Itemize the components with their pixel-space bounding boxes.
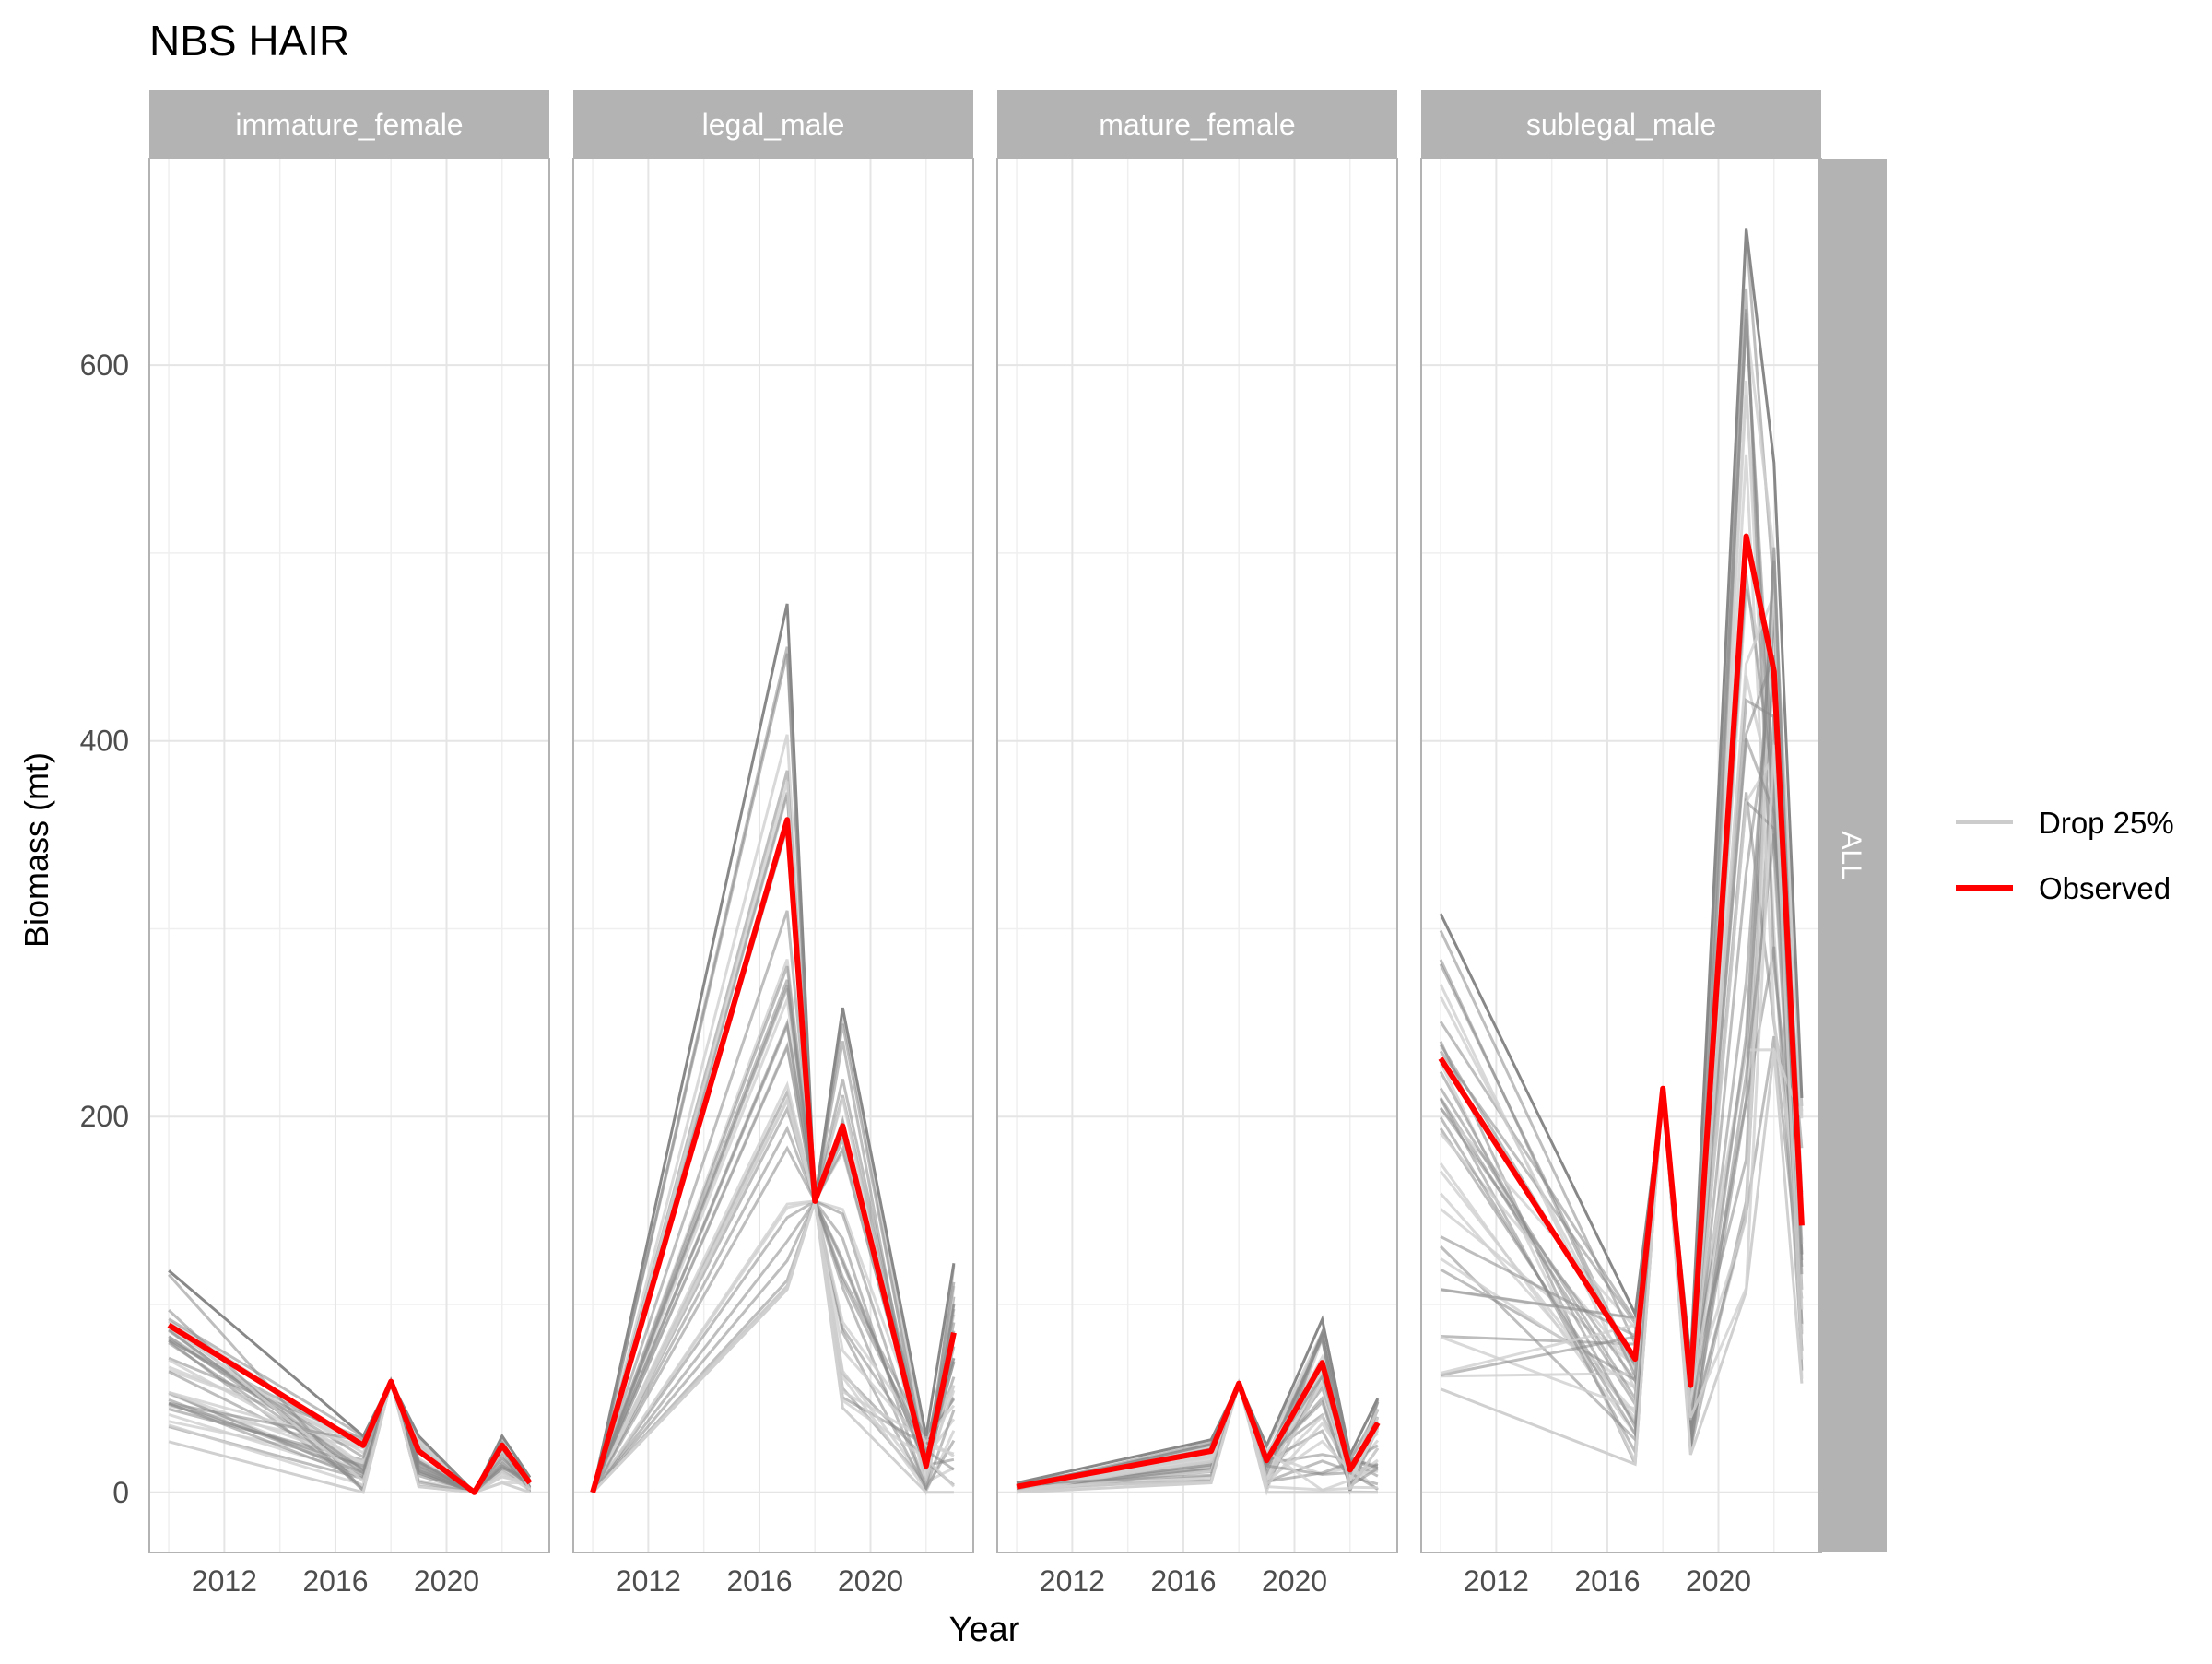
x-tick-label: 2016: [302, 1564, 368, 1598]
legend: Drop 25% Observed: [1956, 806, 2174, 905]
x-tick-label: 2012: [1040, 1564, 1105, 1598]
panel-strip: [1421, 90, 1821, 159]
x-axis-label: Year: [949, 1611, 1020, 1649]
legend-label-observed: Observed: [2039, 871, 2171, 905]
x-tick-label: 2012: [192, 1564, 257, 1598]
panel-strip: [997, 90, 1397, 159]
drop-25-line: [591, 979, 955, 1493]
x-tick-label: 2016: [1574, 1564, 1640, 1598]
panel-border: [572, 158, 974, 1553]
drop-25-line: [591, 1198, 956, 1493]
panel-strip-label: sublegal_male: [1526, 108, 1716, 141]
panel-mature_female: mature_female 2012 2016 2020: [996, 90, 1398, 1598]
chart-title: NBS HAIR: [149, 17, 349, 65]
y-axis-label: Biomass (mt): [18, 752, 55, 948]
row-strip: ALL: [1818, 159, 1887, 1552]
x-tick-label: 2012: [1464, 1564, 1529, 1598]
x-tick-label: 2016: [1150, 1564, 1216, 1598]
row-strip-bg: [1818, 159, 1887, 1552]
observed-line: [167, 1322, 533, 1495]
y-tick-label: 600: [80, 348, 129, 382]
x-tick-label: 2016: [726, 1564, 792, 1598]
panel-strip: [149, 90, 549, 159]
observed-line: [590, 817, 957, 1493]
drop-25-line: [592, 1200, 954, 1494]
drop-25-line: [1440, 1050, 1804, 1467]
x-tick-label: 2020: [414, 1564, 479, 1598]
drop-25-line: [1016, 1379, 1379, 1491]
drop-25-line: [1016, 1315, 1380, 1485]
y-ticks-layer: 0 200 400 600: [80, 348, 129, 1509]
x-tick-label: 2020: [838, 1564, 903, 1598]
drop-25-line: [1017, 1377, 1378, 1494]
panel-sublegal_male: sublegal_male 2012 2016 2020: [1420, 90, 1822, 1598]
y-tick-label: 0: [112, 1476, 129, 1509]
x-tick-label: 2012: [616, 1564, 681, 1598]
panel-immature_female: immature_female 2012 2016 2020: [148, 90, 550, 1598]
panel-border: [148, 158, 550, 1553]
panel-strip-label: immature_female: [235, 108, 463, 141]
y-tick-label: 400: [80, 725, 129, 758]
x-tick-label: 2020: [1686, 1564, 1751, 1598]
panel-strip: [573, 90, 973, 159]
drop-25-line: [591, 603, 956, 1493]
drop-25-line: [1440, 744, 1804, 1419]
panel-strip-label: mature_female: [1099, 108, 1295, 141]
observed-line: [1438, 533, 1805, 1388]
y-tick-label: 200: [80, 1100, 129, 1133]
panel-legal_male: legal_male 2012 2016 2020: [572, 90, 974, 1598]
drop-25-line: [168, 1269, 532, 1495]
row-strip-label: ALL: [1836, 831, 1866, 879]
panel-border: [996, 158, 1398, 1553]
observed-line: [1016, 1360, 1381, 1490]
drop-25-line: [168, 1376, 531, 1494]
x-tick-label: 2020: [1262, 1564, 1327, 1598]
legend-label-drop: Drop 25%: [2039, 806, 2174, 840]
drop-25-line: [168, 1381, 531, 1494]
panels-layer: immature_female 2012 2016 2020 legal_male 201…: [148, 90, 1822, 1598]
panel-strip-label: legal_male: [702, 108, 845, 141]
